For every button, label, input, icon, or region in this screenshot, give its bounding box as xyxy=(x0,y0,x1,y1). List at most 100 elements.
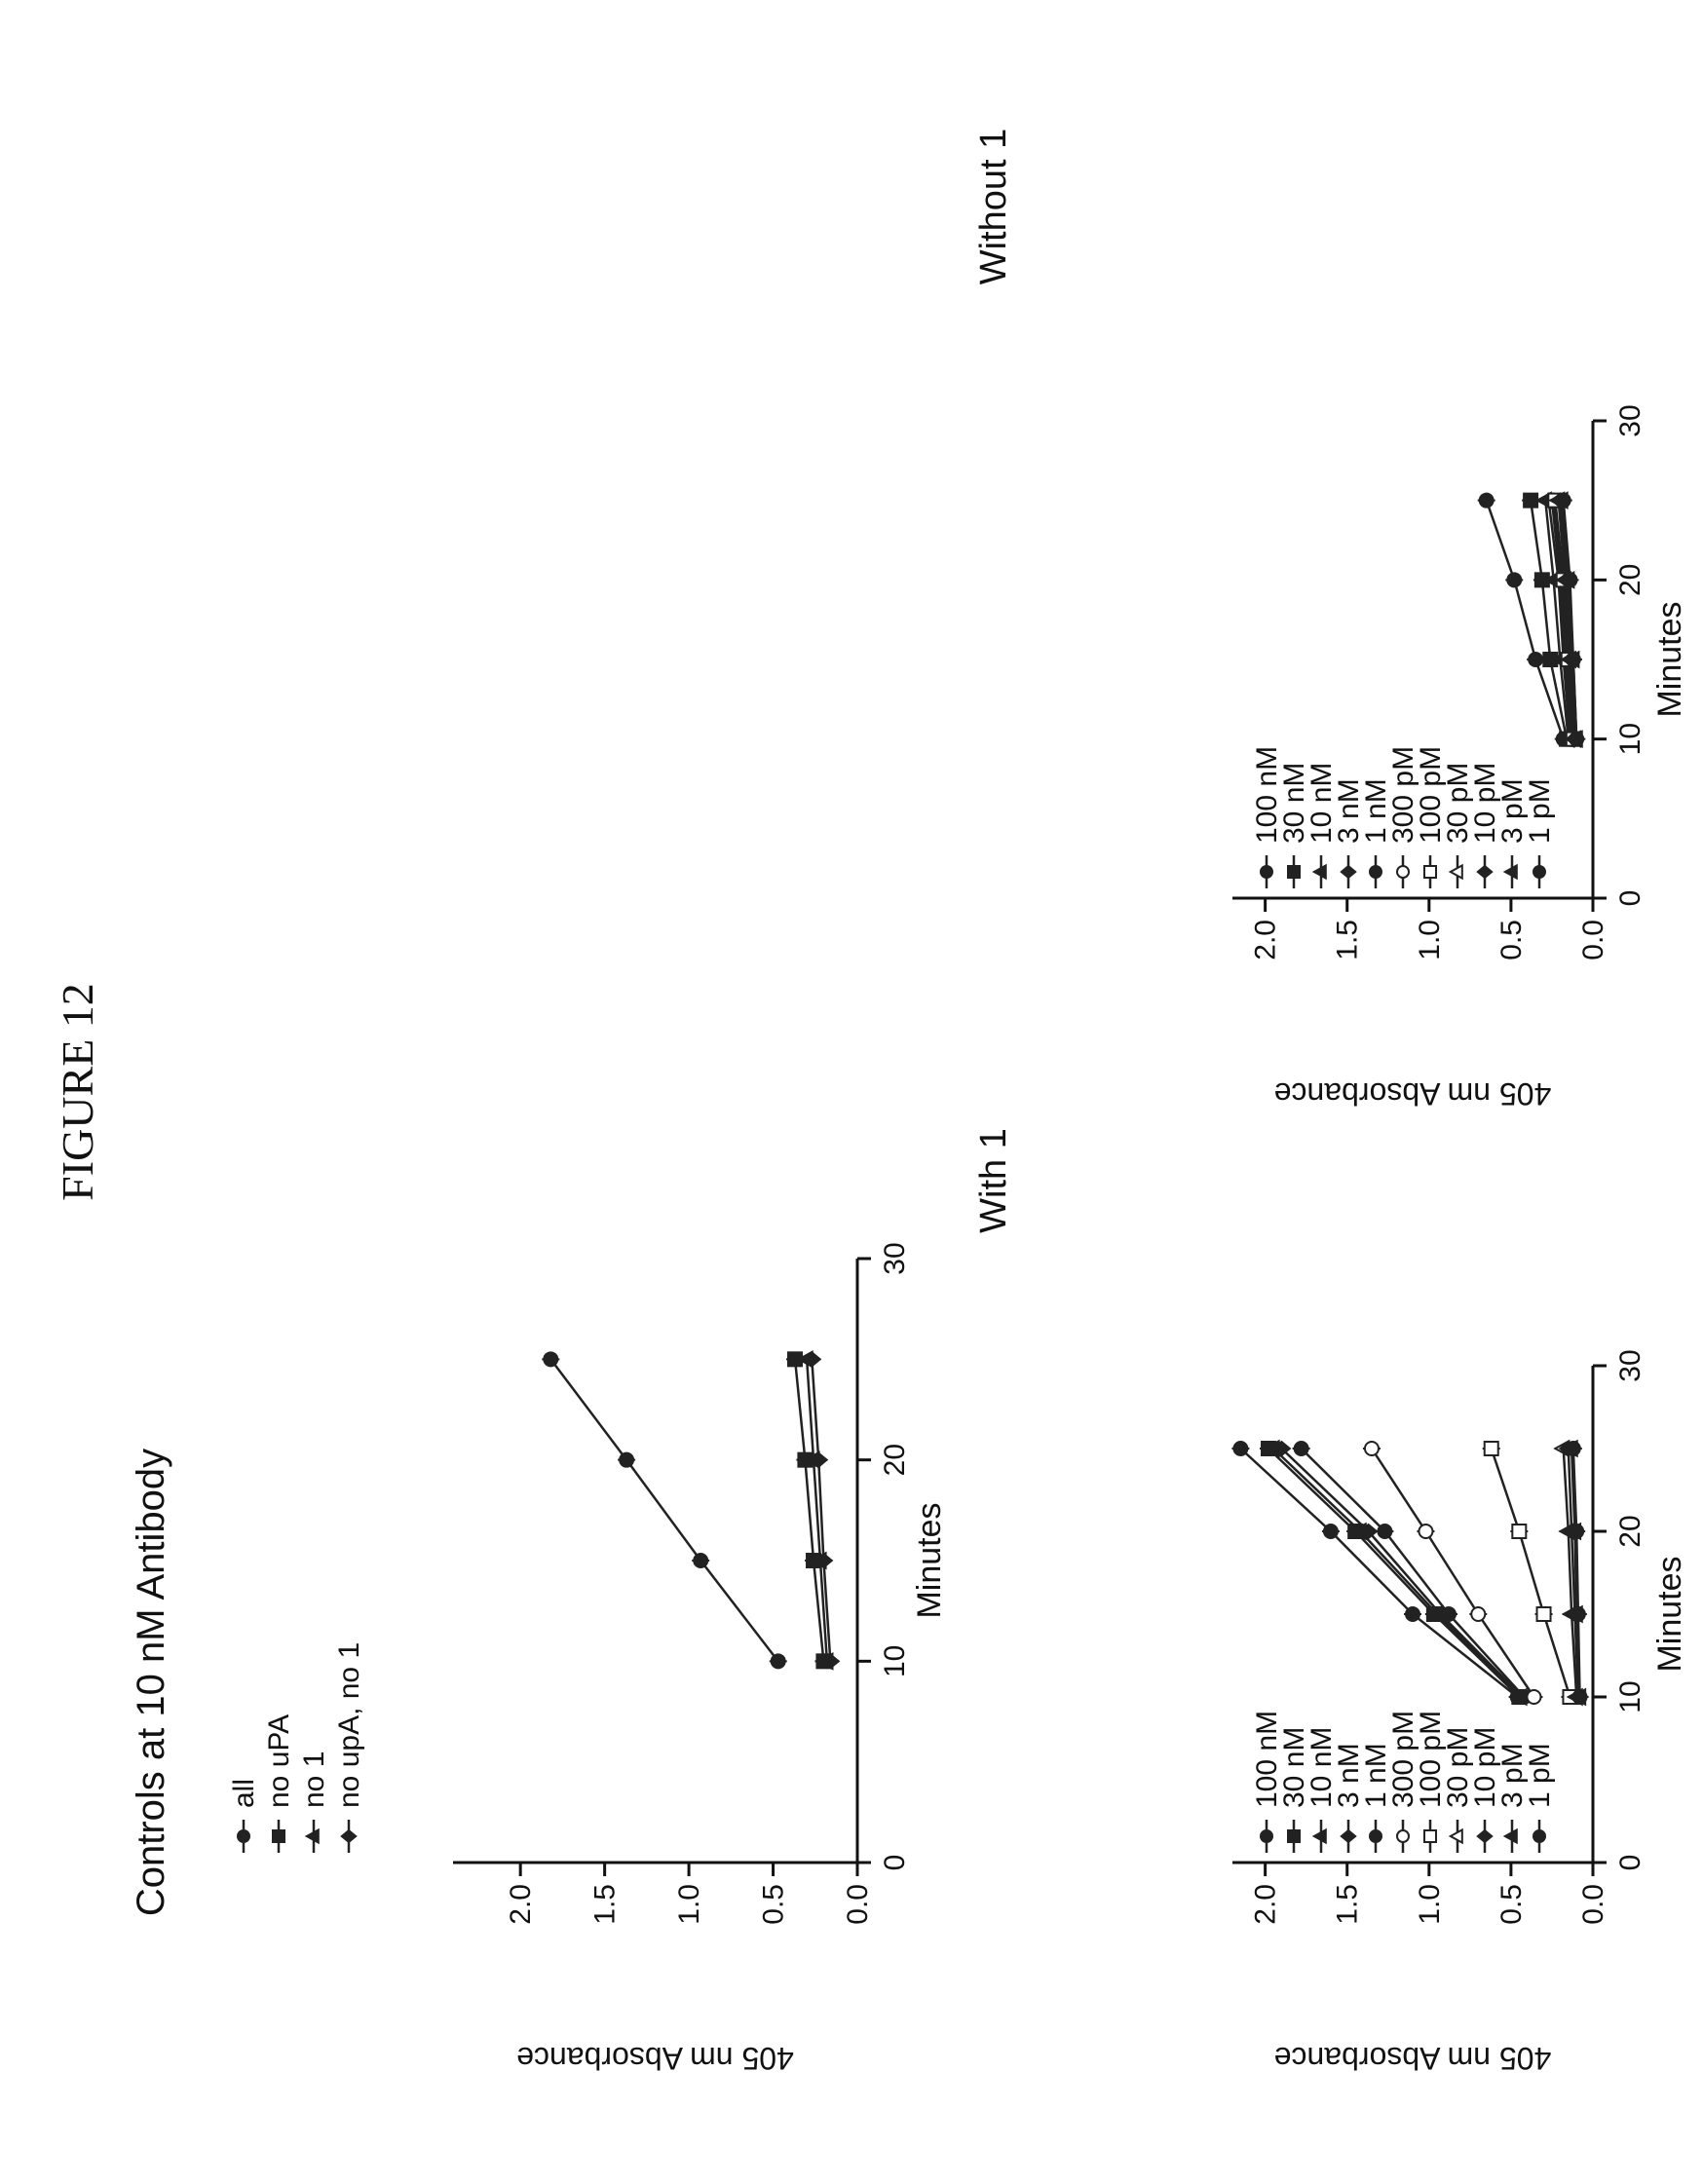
series-line xyxy=(1571,1448,1581,1698)
legend-label: 3 nM xyxy=(1333,1743,1365,1808)
data-point xyxy=(1571,1689,1588,1705)
legend-marker xyxy=(1502,863,1518,881)
data-point xyxy=(1363,1441,1380,1456)
legend-label: 100 pM xyxy=(1415,746,1447,844)
legend-label: 100 pM xyxy=(1415,1711,1447,1808)
chart-title: Controls at 10 nM Antibody xyxy=(130,1449,172,1916)
chart-with-1: With 1 0 10 20 30 0.0 0.5 1.0 1.5 2.0 Minutes 405 n… xyxy=(973,1128,1688,2076)
data-point xyxy=(770,1653,786,1670)
y-tick-label: 2.0 xyxy=(1250,1884,1282,1925)
series-line xyxy=(549,1358,779,1663)
legend-marker xyxy=(1476,1828,1494,1844)
series-line xyxy=(805,1359,829,1662)
x-axis-label: Minutes xyxy=(1651,1556,1688,1672)
legend-entry: 30 nM xyxy=(1278,763,1310,888)
legend-entry: no 1 xyxy=(298,1751,330,1853)
figure-label: FIGURE 12 xyxy=(53,983,102,1201)
legend-marker xyxy=(1340,1828,1357,1844)
legend-entry: 30 pM xyxy=(1442,1727,1474,1853)
legend-marker xyxy=(1260,865,1273,879)
legend-marker xyxy=(1533,865,1546,879)
data-point xyxy=(1570,1606,1586,1622)
data-point xyxy=(1511,1524,1528,1539)
data-point xyxy=(1470,1606,1487,1622)
x-tick-label: 10 xyxy=(879,1645,911,1677)
data-point xyxy=(1483,1441,1499,1456)
legend-label: 10 pM xyxy=(1469,763,1501,844)
legend-marker xyxy=(1369,865,1382,879)
data-point xyxy=(1478,492,1495,508)
legend-marker xyxy=(340,1828,358,1844)
series-line xyxy=(1567,1448,1580,1698)
y-tick-label: 0.0 xyxy=(1577,920,1609,960)
legend-label: 10 nM xyxy=(1306,1727,1338,1808)
series-line xyxy=(1547,500,1571,739)
data-point xyxy=(1506,572,1523,588)
data-point xyxy=(1535,1606,1552,1622)
data-point xyxy=(1377,1524,1393,1539)
legend-marker xyxy=(1448,863,1463,881)
legend-marker xyxy=(1502,1827,1518,1845)
y-tick-label: 1.0 xyxy=(1414,920,1446,960)
series-line xyxy=(1562,500,1578,739)
series-line xyxy=(1272,1448,1522,1698)
data-point xyxy=(619,1451,635,1468)
data-point xyxy=(814,1552,834,1569)
legend-label: 300 pM xyxy=(1387,746,1419,844)
data-point xyxy=(1232,1441,1249,1456)
legend-entry: 3 pM xyxy=(1496,778,1529,888)
y-tick-label: 2.0 xyxy=(505,1884,537,1925)
x-axis-label: Minutes xyxy=(911,1502,948,1618)
series-line xyxy=(1300,1448,1526,1698)
series-line xyxy=(1550,500,1573,739)
x-tick-label: 10 xyxy=(1614,723,1646,755)
legend-marker xyxy=(1533,1829,1546,1843)
series-line xyxy=(1559,500,1576,739)
x-tick-label: 10 xyxy=(1614,1680,1646,1713)
chart-controls: Controls at 10 nM Antibody 0 10 20 30 0.0 0.5 1… xyxy=(130,1242,948,2076)
series-100-nm xyxy=(1231,1441,1527,1705)
legend-marker xyxy=(1311,1827,1327,1845)
series-line xyxy=(1490,1448,1571,1698)
series-1-pm xyxy=(1554,492,1586,747)
legend-entry: 10 pM xyxy=(1469,763,1501,888)
data-point xyxy=(1271,1440,1292,1457)
series-line xyxy=(1485,500,1565,740)
y-tick-label: 1.0 xyxy=(673,1884,705,1925)
legend-label: 3 pM xyxy=(1496,778,1529,844)
legend-label: 1 nM xyxy=(1360,1743,1392,1808)
legend-entry: 3 nM xyxy=(1333,778,1365,888)
legend-label: 1 pM xyxy=(1524,778,1556,844)
legend-marker xyxy=(272,1829,285,1843)
y-tick-label: 1.5 xyxy=(1332,920,1364,960)
legend-label: 30 nM xyxy=(1278,763,1310,844)
legend-label: 1 nM xyxy=(1360,778,1392,844)
legend-marker xyxy=(1311,863,1327,881)
series-line xyxy=(1370,1448,1535,1698)
legend-entry: 1 pM xyxy=(1524,1743,1556,1853)
y-tick-label: 0.5 xyxy=(1495,920,1528,960)
legend-entry: 10 pM xyxy=(1469,1727,1501,1853)
y-tick-label: 0.0 xyxy=(842,1884,874,1925)
chart-title: Without 1 xyxy=(973,129,1014,285)
data-point xyxy=(1555,492,1571,508)
data-point xyxy=(802,1351,822,1368)
legend-label: 10 nM xyxy=(1306,763,1338,844)
legend-entry: no upA, no 1 xyxy=(333,1642,365,1853)
legend-entry: 10 nM xyxy=(1306,1727,1338,1853)
legend-entry: 100 pM xyxy=(1415,1711,1447,1853)
y-axis-label: 405 nm Absorbance xyxy=(516,2041,794,2076)
x-tick-label: 0 xyxy=(879,1855,911,1871)
data-point xyxy=(1569,731,1585,747)
data-point xyxy=(1441,1606,1457,1622)
x-tick-label: 20 xyxy=(879,1444,911,1476)
legend-entry: 3 nM xyxy=(1333,1743,1365,1853)
legend-marker xyxy=(1340,864,1357,880)
data-point xyxy=(809,1451,829,1468)
data-point xyxy=(1322,1524,1339,1539)
legend-marker xyxy=(1287,1829,1301,1843)
x-tick-label: 0 xyxy=(1614,1855,1646,1871)
y-tick-label: 1.0 xyxy=(1414,1884,1446,1925)
legend-label: 100 nM xyxy=(1251,746,1283,844)
data-point xyxy=(1565,652,1581,667)
